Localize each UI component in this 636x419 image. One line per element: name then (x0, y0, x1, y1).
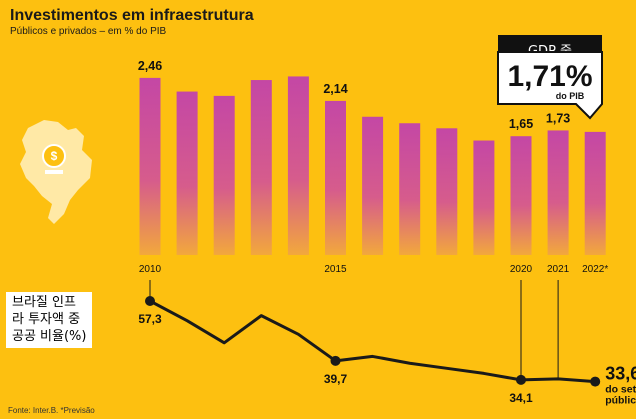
bar-labels-group: 2,46 2,14 1,65 1,73 (138, 59, 570, 131)
svg-text:$: $ (51, 149, 58, 163)
line-final-sublabel: do setor (605, 384, 636, 396)
bar-2017 (399, 123, 421, 256)
year-tick-label: 2021 (547, 264, 570, 275)
line-value-label: 57,3 (138, 312, 162, 326)
callout-value: 1,71% (507, 60, 592, 93)
bar-2011 (176, 91, 198, 255)
line-final-sublabel: público (605, 395, 636, 407)
gdp-callout: GDP 중 1,71% do PIB (497, 35, 603, 120)
line-marker-2020 (516, 374, 526, 385)
bar-2020 (510, 136, 532, 255)
bars-group (139, 76, 606, 256)
bar-value-label: 1,73 (546, 111, 570, 125)
year-tick-label: 2010 (139, 264, 162, 275)
korean-annotation: 브라질 인프 라 투자액 중 공공 비율(%) (6, 292, 93, 348)
line-value-label: 39,7 (324, 372, 348, 386)
chart-subtitle: Públicos e privados – em % do PIB (10, 26, 167, 37)
line-marker-2010 (145, 296, 155, 306)
bar-2016 (362, 116, 384, 255)
bar-value-label: 2,14 (323, 82, 347, 96)
public-share-line (149, 299, 596, 384)
bar-2022 (584, 131, 606, 255)
line-final-label: 33,6% (605, 364, 636, 384)
source-note: Fonte: Inter.B. *Previsão (8, 406, 95, 415)
year-tick-label: 2022* (582, 264, 608, 275)
bar-value-label: 1,65 (509, 117, 533, 131)
bar-2014 (287, 76, 309, 255)
bar-2013 (250, 80, 272, 255)
bar-2021 (547, 130, 569, 255)
year-labels-group: 2010 2015 2020 2021 2022* (139, 264, 609, 275)
bar-2019 (473, 140, 495, 255)
line-series-group: 57,3 39,7 34,1 33,6%do setorpúblico (138, 280, 636, 407)
line-marker-2015 (330, 355, 341, 366)
bar-value-label: 2,46 (138, 59, 162, 73)
brazil-map-icon: $ (20, 120, 92, 224)
line-marker-2022 (590, 376, 601, 387)
bar-2015 (325, 100, 346, 255)
year-tick-label: 2015 (324, 264, 347, 275)
callout-sub: do PIB (556, 91, 585, 101)
year-tick-label: 2020 (510, 264, 533, 275)
line-value-label: 34,1 (509, 391, 533, 405)
bar-2018 (436, 128, 458, 255)
chart-title: Investimentos em infraestrutura (10, 7, 254, 24)
coin-icon (42, 144, 66, 168)
bar-2012 (213, 95, 235, 255)
bar-2010 (139, 77, 161, 255)
